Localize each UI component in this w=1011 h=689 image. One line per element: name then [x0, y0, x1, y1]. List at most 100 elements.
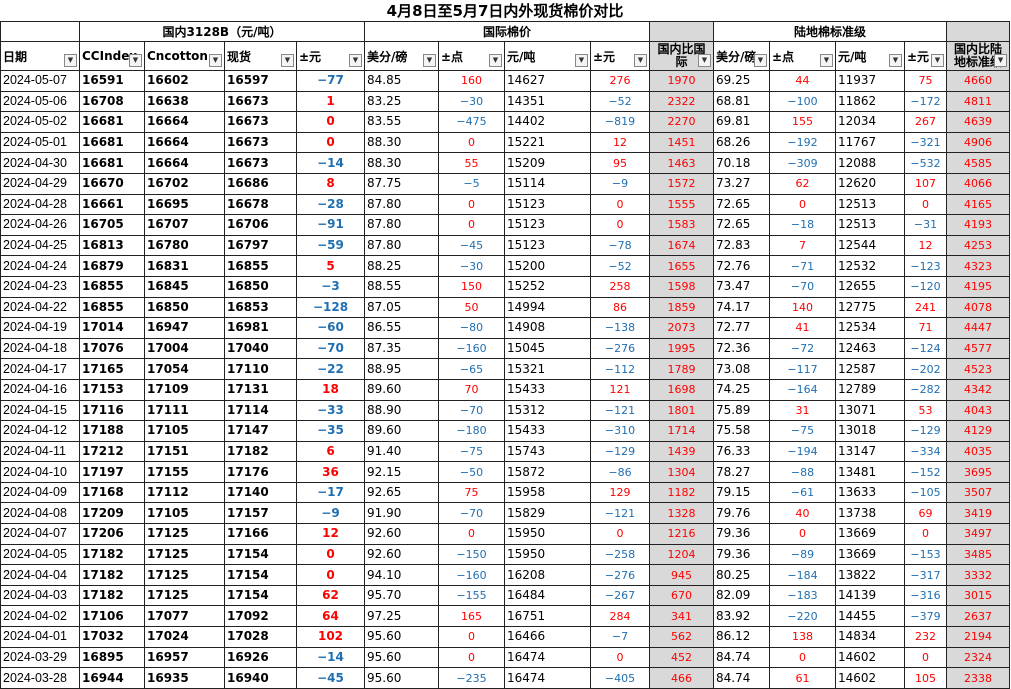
spot-cell[interactable]: 17176: [224, 461, 297, 483]
land-points-cell[interactable]: −220: [769, 605, 836, 628]
spot-cell[interactable]: 17154: [224, 564, 297, 586]
land-cents-cell[interactable]: 69.81: [713, 111, 770, 133]
land-change-cell[interactable]: −123: [904, 255, 947, 277]
intl-cents-cell[interactable]: 92.15: [364, 461, 439, 483]
intl-yuan-cell[interactable]: 15958: [504, 481, 591, 504]
diff-land-cell[interactable]: 3332: [945, 564, 1011, 586]
land-points-cell[interactable]: −18: [769, 214, 836, 236]
intl-yuan-cell[interactable]: 16751: [504, 605, 591, 628]
intl-yuan-cell[interactable]: 15321: [504, 358, 591, 380]
spot-cell[interactable]: 16850: [224, 275, 297, 298]
intl-change-cell[interactable]: 129: [590, 481, 650, 504]
land-cents-cell[interactable]: 79.36: [713, 523, 770, 545]
intl-cents-cell[interactable]: 91.40: [364, 440, 439, 463]
ccindex-cell[interactable]: 16708: [79, 90, 145, 113]
intl-points-cell[interactable]: −65: [438, 358, 505, 380]
land-cents-cell[interactable]: 68.81: [713, 90, 770, 113]
intl-points-cell[interactable]: −160: [438, 337, 505, 360]
land-change-cell[interactable]: −316: [904, 584, 947, 607]
intl-change-cell[interactable]: −52: [590, 90, 650, 113]
date-cell[interactable]: 2024-04-26: [0, 214, 80, 236]
land-change-cell[interactable]: −129: [904, 420, 947, 442]
intl-yuan-cell[interactable]: 16484: [504, 584, 591, 607]
diff-intl-cell[interactable]: 670: [649, 584, 714, 607]
ccindex-cell[interactable]: 16591: [79, 70, 145, 92]
date-cell[interactable]: 2024-04-16: [0, 378, 80, 401]
spot-cell[interactable]: 17154: [224, 584, 297, 607]
intl-points-cell[interactable]: −50: [438, 461, 505, 483]
diff-land-cell[interactable]: 4165: [945, 193, 1011, 216]
land-change-cell[interactable]: −120: [904, 275, 947, 298]
intl-change-cell[interactable]: 276: [590, 70, 650, 92]
intl-change-cell[interactable]: −258: [590, 543, 650, 566]
intl-change-cell[interactable]: 284: [590, 605, 650, 628]
intl-cents-cell[interactable]: 87.05: [364, 296, 439, 319]
intl-change-cell[interactable]: 121: [590, 378, 650, 401]
intl-points-cell[interactable]: −180: [438, 420, 505, 442]
domestic-change-cell[interactable]: −17: [296, 481, 365, 504]
filter-dropdown-icon[interactable]: ▼: [129, 54, 142, 67]
land-yuan-cell[interactable]: 13822: [835, 564, 905, 586]
diff-intl-cell[interactable]: 2073: [649, 317, 714, 339]
spot-cell[interactable]: 17040: [224, 337, 297, 360]
spot-cell[interactable]: 17114: [224, 399, 297, 422]
domestic-change-cell[interactable]: −3: [296, 275, 365, 298]
land-change-cell[interactable]: 107: [904, 172, 947, 195]
date-cell[interactable]: 2024-04-25: [0, 234, 80, 257]
ccindex-cell[interactable]: 17153: [79, 378, 145, 401]
ccindex-cell[interactable]: 16681: [79, 111, 145, 133]
diff-land-cell[interactable]: 4035: [945, 440, 1011, 463]
land-points-cell[interactable]: 140: [769, 296, 836, 319]
intl-yuan-cell[interactable]: 15872: [504, 461, 591, 483]
domestic-change-cell[interactable]: 8: [296, 172, 365, 195]
land-yuan-cell[interactable]: 14455: [835, 605, 905, 628]
intl-yuan-cell[interactable]: 15045: [504, 337, 591, 360]
diff-land-cell[interactable]: 2324: [945, 646, 1011, 669]
domestic-change-cell[interactable]: 0: [296, 543, 365, 566]
cncotton-cell[interactable]: 16695: [144, 193, 225, 216]
ccindex-cell[interactable]: 17206: [79, 523, 145, 545]
intl-cents-cell[interactable]: 89.60: [364, 420, 439, 442]
intl-change-cell[interactable]: −138: [590, 317, 650, 339]
cncotton-cell[interactable]: 16780: [144, 234, 225, 257]
intl-points-cell[interactable]: −30: [438, 255, 505, 277]
filter-dropdown-icon[interactable]: ▼: [820, 54, 833, 67]
land-change-cell[interactable]: −202: [904, 358, 947, 380]
ccindex-cell[interactable]: 17188: [79, 420, 145, 442]
diff-intl-cell[interactable]: 1328: [649, 502, 714, 525]
intl-yuan-cell[interactable]: 15123: [504, 214, 591, 236]
land-points-cell[interactable]: 62: [769, 172, 836, 195]
intl-points-cell[interactable]: 160: [438, 70, 505, 92]
land-yuan-cell[interactable]: 14139: [835, 584, 905, 607]
intl-yuan-cell[interactable]: 14351: [504, 90, 591, 113]
land-cents-cell[interactable]: 72.77: [713, 317, 770, 339]
date-cell[interactable]: 2024-04-10: [0, 461, 80, 483]
land-cents-cell[interactable]: 83.92: [713, 605, 770, 628]
ccindex-cell[interactable]: 16879: [79, 255, 145, 277]
spot-cell[interactable]: 16981: [224, 317, 297, 339]
intl-cents-cell[interactable]: 92.60: [364, 543, 439, 566]
land-yuan-cell[interactable]: 12789: [835, 378, 905, 401]
intl-cents-cell[interactable]: 87.80: [364, 234, 439, 257]
domestic-change-cell[interactable]: −60: [296, 317, 365, 339]
diff-land-cell[interactable]: 4323: [945, 255, 1011, 277]
cncotton-cell[interactable]: 17151: [144, 440, 225, 463]
diff-land-cell[interactable]: 4193: [945, 214, 1011, 236]
intl-points-cell[interactable]: −235: [438, 667, 505, 689]
land-yuan-cell[interactable]: 12775: [835, 296, 905, 319]
diff-intl-cell[interactable]: 1555: [649, 193, 714, 216]
date-cell[interactable]: 2024-04-04: [0, 564, 80, 586]
cncotton-cell[interactable]: 17125: [144, 543, 225, 566]
domestic-change-cell[interactable]: −14: [296, 152, 365, 174]
domestic-change-cell[interactable]: 18: [296, 378, 365, 401]
diff-intl-cell[interactable]: 1204: [649, 543, 714, 566]
land-cents-cell[interactable]: 70.18: [713, 152, 770, 174]
filter-dropdown-icon[interactable]: ▼: [349, 54, 362, 67]
diff-intl-cell[interactable]: 1583: [649, 214, 714, 236]
ccindex-cell[interactable]: 17182: [79, 564, 145, 586]
land-points-cell[interactable]: −164: [769, 378, 836, 401]
domestic-change-cell[interactable]: 62: [296, 584, 365, 607]
ccindex-cell[interactable]: 16813: [79, 234, 145, 257]
spot-cell[interactable]: 17140: [224, 481, 297, 504]
ccindex-cell[interactable]: 16681: [79, 131, 145, 154]
